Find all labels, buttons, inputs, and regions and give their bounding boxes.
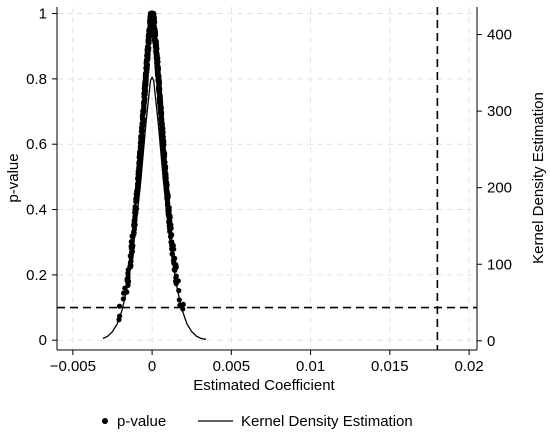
p-value-point bbox=[141, 104, 147, 111]
p-value-point bbox=[154, 64, 160, 70]
p-value-point bbox=[134, 186, 140, 192]
y2-tick-label: 400 bbox=[487, 27, 512, 44]
p-value-point bbox=[162, 174, 168, 180]
p-value-point bbox=[165, 191, 171, 197]
p-value-point bbox=[141, 108, 147, 114]
p-value-point bbox=[138, 144, 144, 150]
y2-tick-label: 100 bbox=[487, 256, 512, 273]
x-tick-label: −0.005 bbox=[50, 358, 96, 375]
p-value-point bbox=[170, 242, 176, 248]
p-value-point bbox=[162, 159, 168, 165]
p-value-point bbox=[141, 85, 147, 91]
p-value-point bbox=[116, 303, 123, 309]
p-value-point bbox=[144, 61, 150, 68]
y2-tick-label: 200 bbox=[487, 180, 512, 197]
x-tick-label: 0.02 bbox=[454, 358, 483, 375]
p-value-point bbox=[157, 101, 163, 107]
p-value-point bbox=[154, 54, 160, 60]
p-value-point bbox=[147, 33, 153, 40]
x-tick-label: 0 bbox=[148, 358, 156, 375]
legend: p-value Kernel Density Estimation bbox=[102, 413, 413, 430]
p-value-point bbox=[129, 238, 135, 245]
p-value-point bbox=[158, 126, 164, 132]
p-value-point bbox=[155, 76, 161, 82]
axes bbox=[56, 7, 478, 351]
x-axis-title: Estimated Coefficient bbox=[193, 377, 335, 394]
y-tick-label: 0.8 bbox=[26, 71, 47, 88]
x-tick-label: 0.015 bbox=[371, 358, 409, 375]
p-value-point bbox=[158, 116, 165, 123]
p-value-point bbox=[151, 25, 157, 31]
p-value-points bbox=[116, 10, 186, 323]
p-value-point bbox=[160, 140, 166, 146]
p-value-point bbox=[162, 151, 168, 157]
y2-tick-label: 0 bbox=[487, 333, 495, 350]
p-value-point bbox=[141, 92, 147, 98]
x-tick-label: 0.01 bbox=[296, 358, 325, 375]
p-value-point bbox=[159, 134, 165, 140]
grid bbox=[57, 7, 477, 350]
p-value-point bbox=[137, 148, 143, 154]
p-value-point bbox=[147, 15, 153, 21]
p-value-point bbox=[136, 178, 142, 184]
p-value-point bbox=[163, 164, 169, 170]
p-value-point bbox=[132, 207, 138, 213]
y-tick-label: 0 bbox=[39, 332, 47, 349]
p-value-point bbox=[171, 246, 177, 252]
y-axis-title: p-value bbox=[5, 153, 22, 202]
reference-lines bbox=[57, 7, 477, 350]
p-value-point bbox=[144, 47, 150, 53]
y-tick-label: 0.6 bbox=[26, 136, 47, 153]
p-value-point bbox=[166, 208, 172, 214]
p-value-point bbox=[140, 116, 146, 122]
p-value-point bbox=[167, 214, 173, 220]
p-value-point bbox=[137, 167, 143, 174]
p-value-point bbox=[143, 57, 150, 63]
legend-dot-marker bbox=[102, 418, 108, 424]
p-value-point bbox=[136, 173, 142, 179]
p-value-point bbox=[129, 233, 135, 239]
kernel-density-line bbox=[102, 75, 207, 340]
p-value-point bbox=[141, 99, 147, 105]
p-value-point bbox=[137, 156, 143, 162]
p-value-point bbox=[156, 87, 162, 93]
p-value-point bbox=[180, 301, 186, 307]
y-tick-label: 0.2 bbox=[26, 267, 47, 284]
y-tick-label: 0.4 bbox=[26, 202, 47, 219]
p-value-point bbox=[138, 129, 145, 135]
p-value-point bbox=[147, 22, 153, 28]
p-value-point bbox=[142, 74, 148, 80]
x-tick-label: 0.005 bbox=[213, 358, 251, 375]
y-tick-label: 1 bbox=[39, 6, 47, 23]
p-value-point bbox=[163, 179, 169, 185]
legend-label-p-value: p-value bbox=[117, 413, 166, 430]
y2-axis-title: Kernel Density Estimation bbox=[530, 92, 547, 264]
p-value-point bbox=[157, 93, 163, 99]
p-value-point bbox=[139, 134, 145, 140]
tick-labels: −0.005 0 0.005 0.01 0.015 0.0200.20.40.60.810… bbox=[26, 6, 512, 375]
p-value-point bbox=[152, 36, 158, 42]
y2-tick-label: 300 bbox=[487, 103, 512, 120]
p-value-point bbox=[146, 37, 152, 44]
kernel-density-curve bbox=[102, 75, 207, 340]
p-value-point bbox=[158, 121, 165, 127]
p-value-point bbox=[122, 285, 128, 291]
p-value-point bbox=[144, 52, 150, 58]
legend-label-kde: Kernel Density Estimation bbox=[241, 413, 413, 430]
p-value-point bbox=[133, 196, 140, 202]
p-value-point bbox=[139, 124, 145, 130]
p-value-point bbox=[157, 107, 164, 113]
p-value-point bbox=[133, 191, 139, 197]
